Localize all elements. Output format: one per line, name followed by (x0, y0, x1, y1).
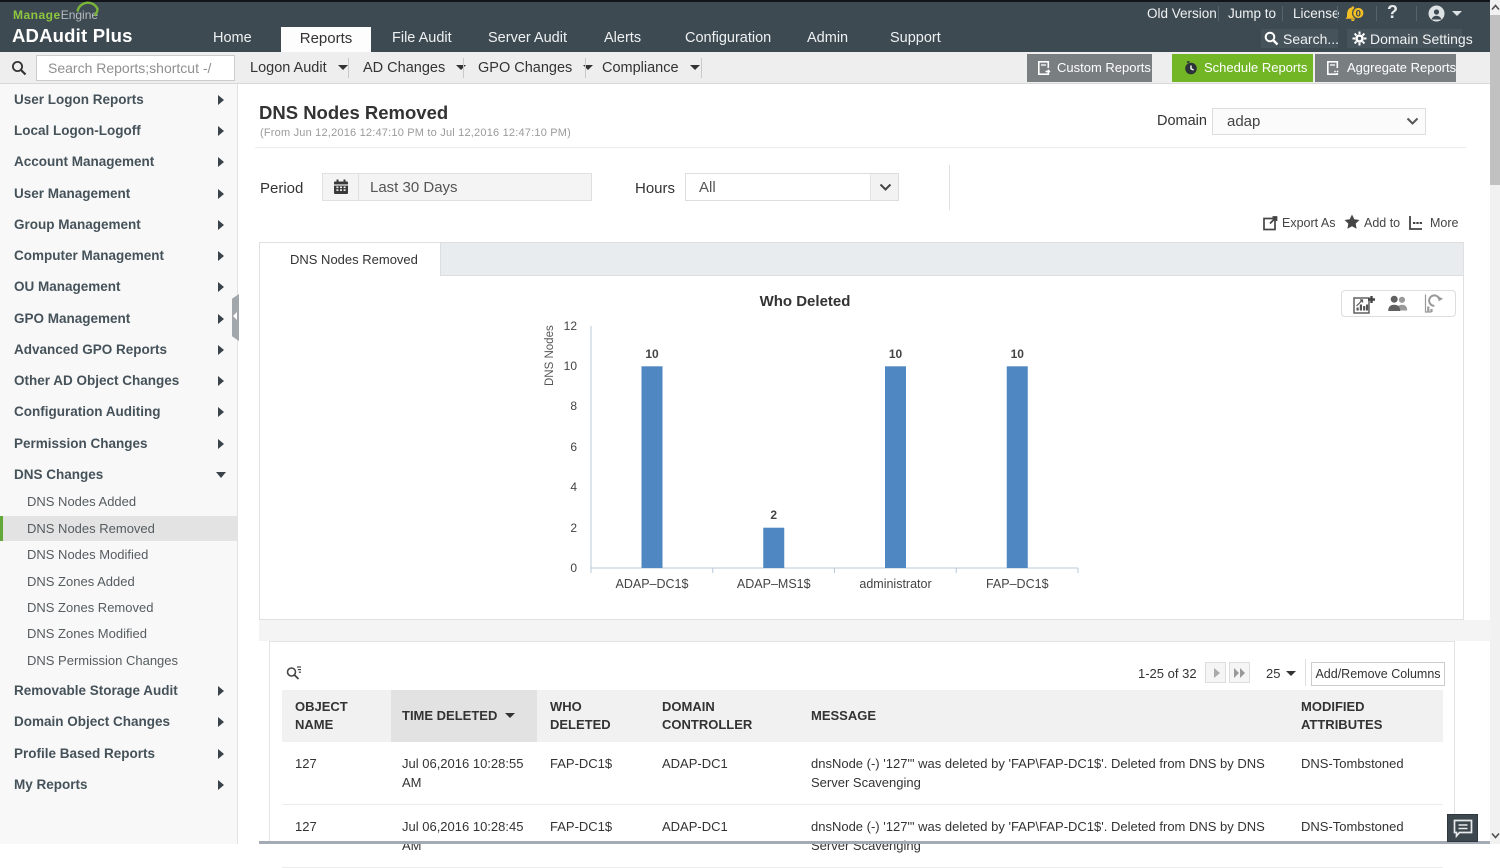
svg-text:10: 10 (564, 359, 578, 373)
svg-text:6: 6 (570, 440, 577, 454)
svg-text:4: 4 (570, 480, 577, 494)
svg-text:0: 0 (570, 561, 577, 575)
svg-text:0: 0 (1356, 8, 1361, 19)
svg-text:ADAP–DC1$: ADAP–DC1$ (616, 577, 689, 591)
svg-text:10: 10 (645, 347, 659, 361)
svg-text:2: 2 (570, 521, 577, 535)
svg-text:DNS Nodes: DNS Nodes (544, 325, 556, 386)
svg-text:8: 8 (570, 399, 577, 413)
svg-text:10: 10 (1011, 347, 1025, 361)
svg-text:FAP–DC1$: FAP–DC1$ (986, 577, 1049, 591)
svg-text:ADAP–MS1$: ADAP–MS1$ (737, 577, 811, 591)
svg-text:12: 12 (564, 319, 578, 333)
svg-text:administrator: administrator (859, 577, 931, 591)
svg-text:2: 2 (770, 508, 777, 522)
svg-text:10: 10 (889, 347, 903, 361)
